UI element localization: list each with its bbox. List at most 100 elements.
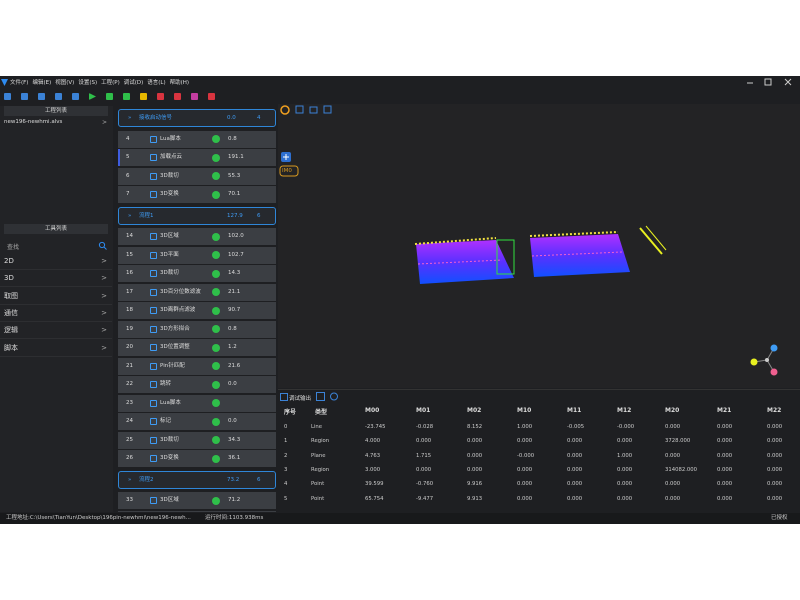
flow-step[interactable]: 5 加载点云 191.1	[118, 149, 276, 166]
step-id: 4	[126, 135, 130, 142]
flow-step[interactable]: 22 跳转 0.0	[118, 376, 276, 393]
output-tab[interactable]: 调试输出	[289, 396, 312, 402]
project-item[interactable]: new196-newhmi.alvs	[4, 119, 63, 125]
flow-step[interactable]: 16 3D裁切 14.3	[118, 265, 276, 282]
table-cell: 0.000	[717, 452, 733, 459]
table-cell: Line	[311, 424, 323, 430]
expand-arrow[interactable]: >	[102, 119, 108, 126]
flow-step[interactable]: 4 Lua脚本 0.8	[118, 130, 276, 148]
group-time: 127.9	[227, 212, 243, 219]
flow-step[interactable]: 26 3D变换 36.1	[118, 450, 276, 467]
loop-button[interactable]	[123, 93, 130, 100]
flow-step[interactable]: 24 标记 0.0	[118, 413, 276, 430]
project-header: 工程列表	[4, 106, 108, 116]
step-name: 跳转	[160, 381, 172, 387]
table-cell: -0.000	[617, 424, 635, 430]
group-name: 流程2	[139, 476, 154, 483]
flow-step[interactable]: 34 3D平面 96.7	[118, 510, 276, 512]
menu-item[interactable]: 设置(S)	[78, 80, 98, 86]
search-icon[interactable]	[98, 241, 107, 250]
menu-item[interactable]: 编辑(E)	[32, 80, 52, 86]
tool-button[interactable]	[55, 93, 62, 100]
flow-step[interactable]: 18 3D离群点滤波 90.7	[118, 302, 276, 319]
left-panel: 工程列表 new196-newhmi.alvs > 工具列表 查找 2D3D取图…	[0, 106, 113, 512]
step-id: 18	[126, 307, 133, 313]
flow-step[interactable]: 19 3D方形拟合 0.8	[118, 320, 276, 338]
flow-group[interactable]: » 流程2 73.2 6	[118, 470, 276, 489]
step-status	[212, 306, 220, 315]
flow-step[interactable]: 6 3D裁切 55.3	[118, 167, 276, 185]
menu-item[interactable]: 调试(D)	[123, 80, 144, 86]
tool-button[interactable]	[21, 93, 28, 100]
step-id: 17	[126, 288, 133, 295]
tool-button[interactable]	[4, 93, 11, 100]
table-cell: 0.000	[717, 438, 733, 445]
flow-step[interactable]: 17 3D百分位数滤波 21.1	[118, 283, 276, 301]
flow-step[interactable]: 14 3D区域 102.0	[118, 228, 276, 245]
tool-category[interactable]: 逻辑	[0, 322, 112, 340]
flow-step[interactable]: 15 3D平面 102.7	[118, 246, 276, 264]
menu-item[interactable]: 工程(P)	[101, 80, 120, 86]
flow-step[interactable]: 25 3D裁切 34.3	[118, 431, 276, 449]
menu-item[interactable]: 文件(F)	[10, 80, 29, 86]
step-id: 22	[126, 381, 133, 387]
table-cell: 0.000	[617, 466, 633, 473]
tool-category[interactable]: 通信	[0, 305, 112, 322]
table-cell: 9.913	[467, 495, 483, 502]
tool-category[interactable]: 脚本	[0, 340, 112, 357]
step-id: 24	[126, 418, 133, 424]
tool-button[interactable]	[174, 93, 181, 100]
flow-group[interactable]: » 接收启动信号 0.0 4	[118, 109, 276, 127]
step-button[interactable]	[106, 93, 113, 100]
column-header: 类型	[315, 409, 328, 416]
step-icon	[150, 418, 157, 425]
group-chevron[interactable]: »	[128, 212, 132, 219]
step-id: 7	[126, 191, 130, 197]
table-cell: 0.000	[567, 438, 583, 445]
menu-item[interactable]: 语言(L)	[147, 80, 166, 86]
column-header: M21	[717, 407, 732, 414]
tool-button[interactable]	[191, 93, 198, 100]
group-chevron[interactable]: »	[128, 476, 132, 483]
table-cell: -0.000	[517, 452, 535, 459]
window-controls[interactable]	[745, 78, 795, 87]
table-cell: 0.000	[467, 452, 483, 459]
tool-button[interactable]	[72, 93, 79, 100]
column-header: M00	[365, 407, 380, 414]
run-button[interactable]	[89, 93, 96, 100]
table-cell: 0.000	[767, 424, 783, 430]
menu-item[interactable]: 视图(V)	[55, 80, 75, 86]
table-cell: 0.000	[467, 466, 483, 473]
group-chevron[interactable]: »	[128, 115, 132, 121]
pause-button[interactable]	[140, 93, 147, 100]
flow-step[interactable]: 20 3D位置调整 1.2	[118, 339, 276, 356]
step-icon	[150, 381, 157, 388]
menu-item[interactable]: 帮助(H)	[169, 80, 190, 86]
step-time: 0.0	[228, 418, 237, 424]
table-cell: 314082.000	[665, 466, 698, 473]
table-cell: 1.000	[517, 424, 533, 430]
step-status	[212, 288, 220, 296]
stop-button[interactable]	[157, 93, 164, 100]
tool-category[interactable]: 2D	[0, 253, 112, 270]
tool-button[interactable]	[208, 93, 215, 100]
flow-group[interactable]: » 流程1 127.9 6	[118, 206, 276, 225]
tool-button[interactable]	[38, 93, 45, 100]
table-cell: 1.000	[617, 452, 633, 459]
search-box[interactable]: 查找	[7, 244, 20, 251]
step-time: 21.1	[228, 288, 241, 295]
table-cell: 39.599	[365, 481, 384, 488]
table-cell: 65.754	[365, 495, 384, 502]
step-id: 14	[126, 233, 133, 239]
tab-buttons[interactable]	[316, 392, 340, 401]
step-status	[212, 362, 220, 370]
tool-category[interactable]: 3D	[0, 270, 112, 288]
flow-step[interactable]: 33 3D区域 71.2	[118, 492, 276, 509]
image-tag[interactable]: IM0	[282, 168, 292, 174]
flow-step[interactable]: 21 Pin针匹配 21.6	[118, 357, 276, 375]
step-icon	[150, 270, 157, 277]
tool-category[interactable]: 取图	[0, 288, 112, 305]
flow-step[interactable]: 7 3D变换 70.1	[118, 186, 276, 203]
table-cell: 0.000	[717, 481, 733, 488]
flow-step[interactable]: 23 Lua脚本	[118, 394, 276, 412]
